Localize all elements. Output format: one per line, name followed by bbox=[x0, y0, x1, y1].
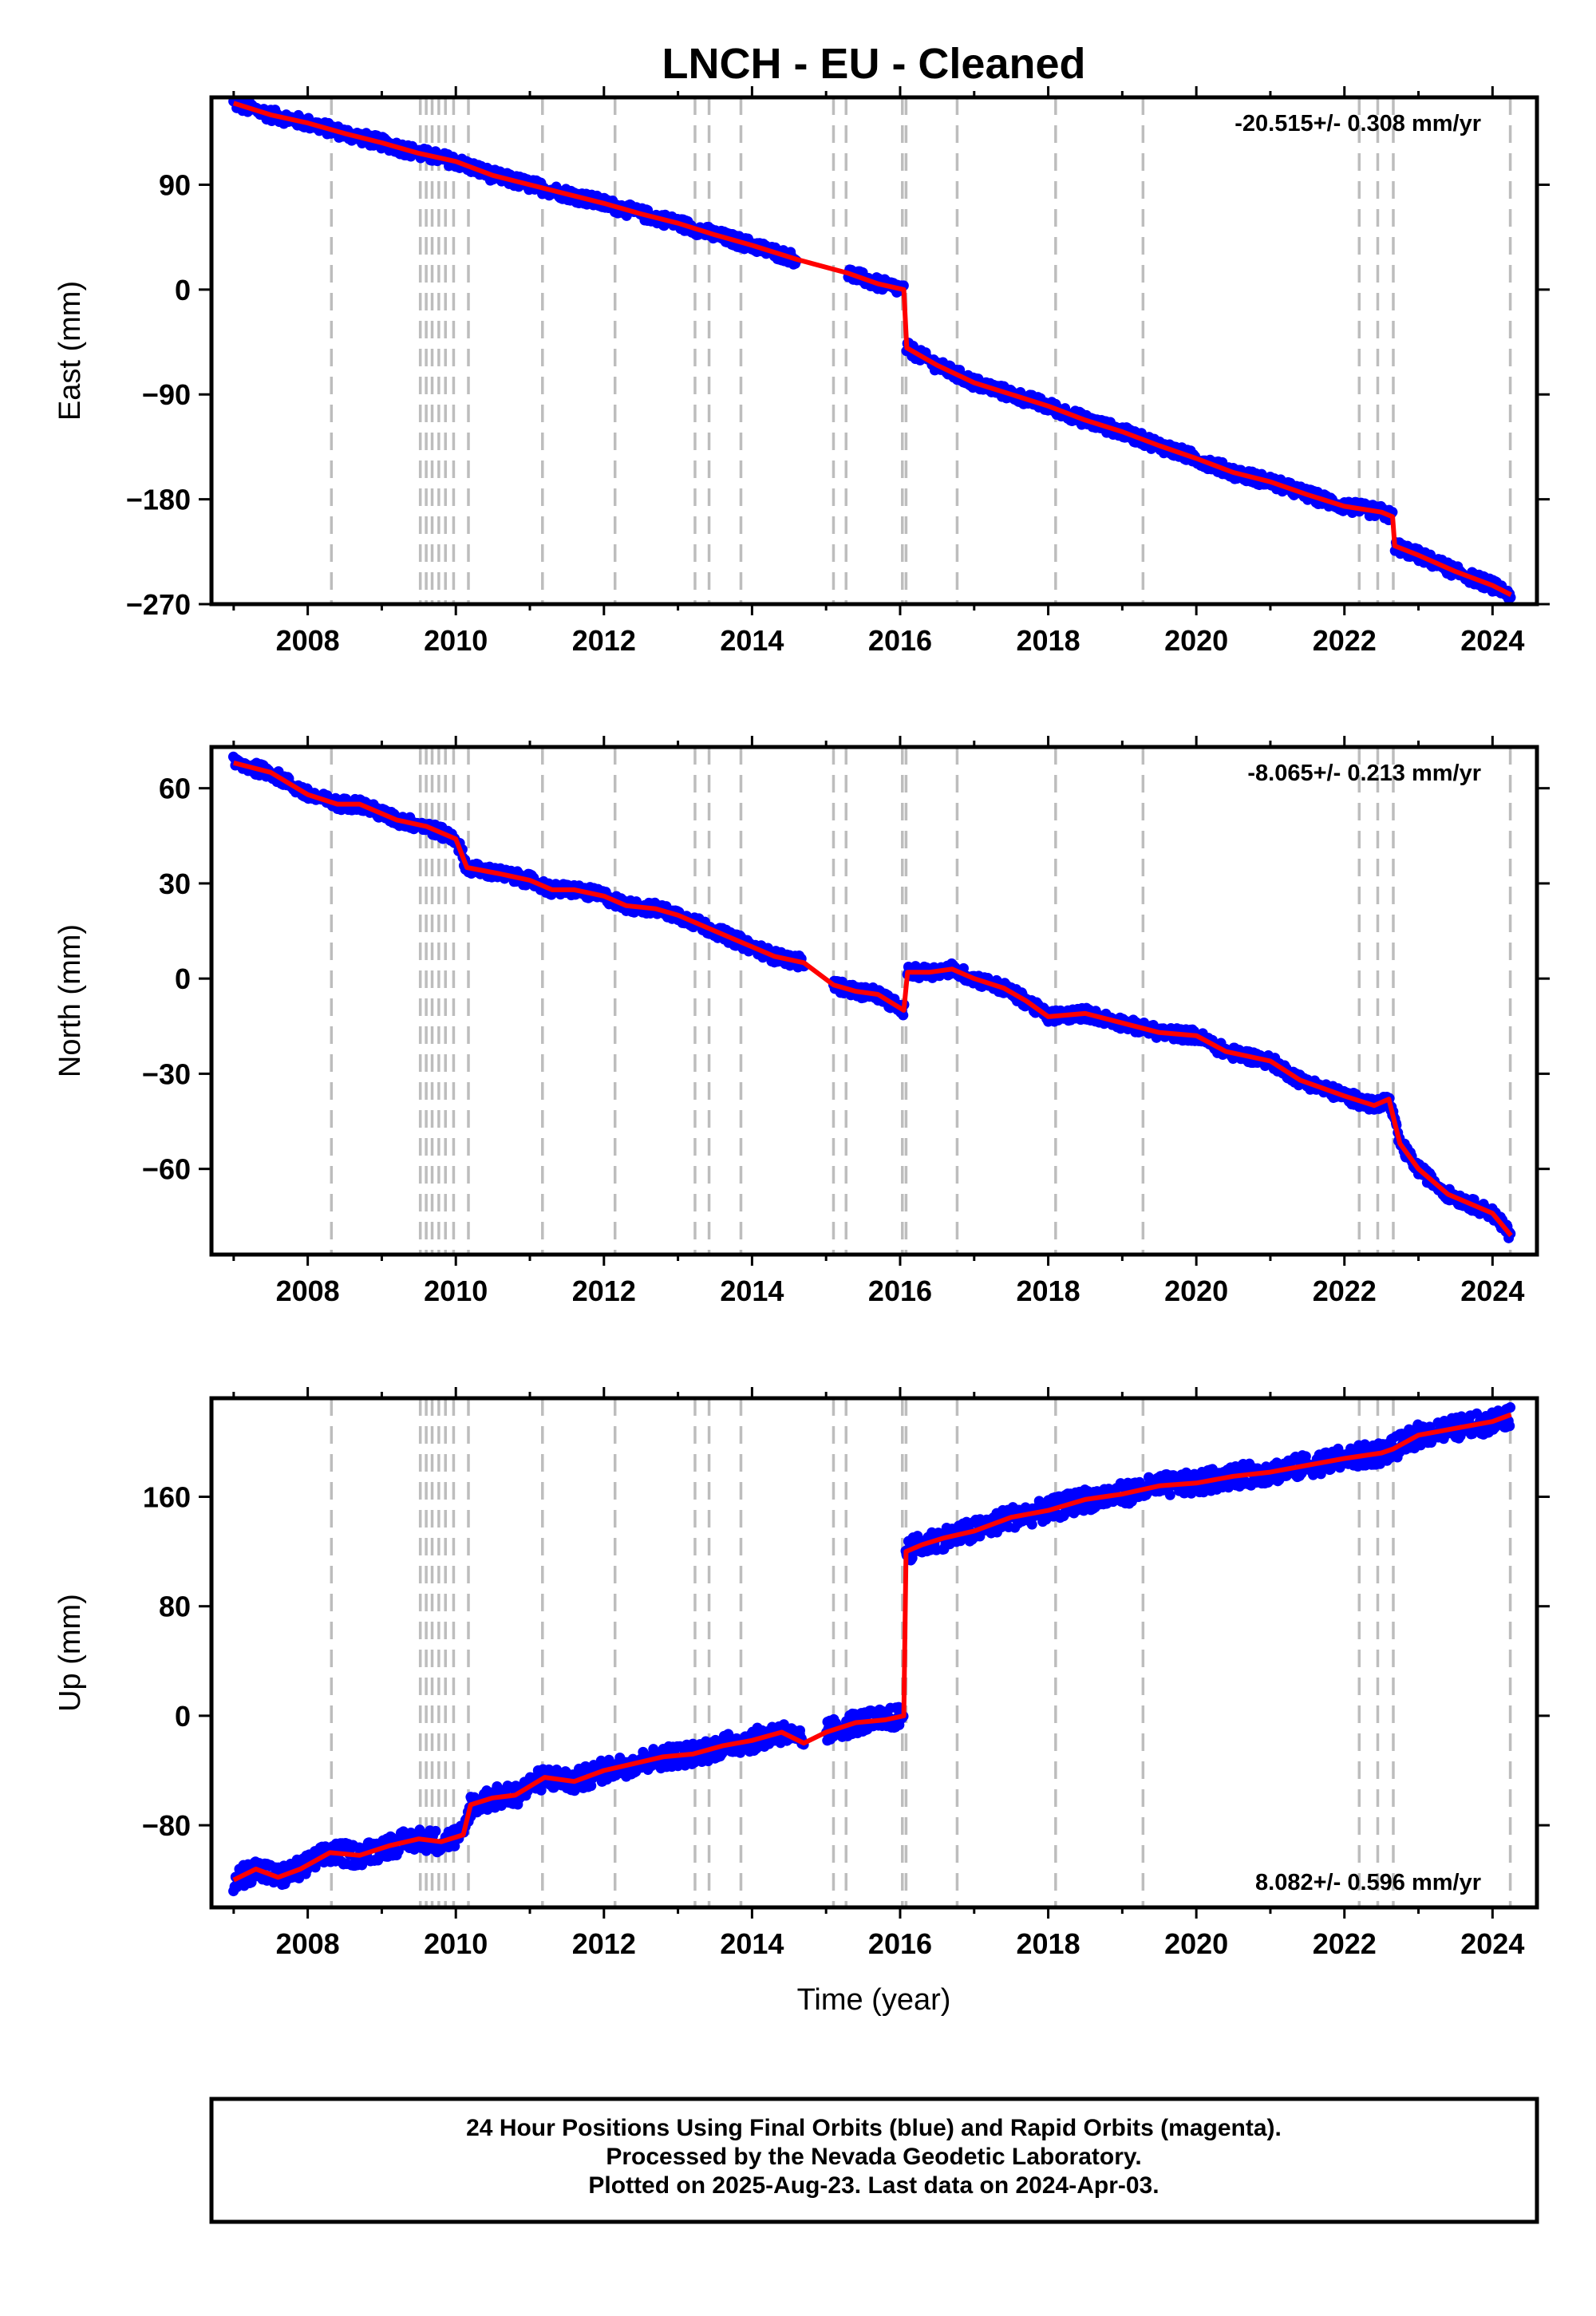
x-tick-label: 2016 bbox=[868, 1275, 932, 1307]
north-y-axis-label: North (mm) bbox=[53, 924, 87, 1077]
east-panel: 2008 2010 2012 2014 2016 2018 2020 2022 2024 90 0 −… bbox=[53, 86, 1550, 657]
y-tick-label: −180 bbox=[126, 484, 191, 516]
x-tick-label: 2012 bbox=[572, 624, 636, 657]
up-y-axis-label: Up (mm) bbox=[53, 1594, 87, 1712]
y-tick-label: 80 bbox=[159, 1591, 191, 1623]
y-tick-label: 0 bbox=[175, 1700, 191, 1733]
east-frame bbox=[209, 95, 1539, 607]
x-tick-label: 2016 bbox=[868, 1927, 932, 1960]
footer-line-2: Processed by the Nevada Geodetic Laborat… bbox=[606, 2144, 1141, 2170]
x-tick-label: 2018 bbox=[1017, 1927, 1080, 1960]
x-tick-label: 2024 bbox=[1460, 1927, 1524, 1960]
footer-line-1: 24 Hour Positions Using Final Orbits (bl… bbox=[466, 2115, 1282, 2141]
y-tick-label: 160 bbox=[143, 1480, 191, 1513]
up-data-point bbox=[1504, 1421, 1515, 1432]
north-data-point bbox=[898, 1010, 909, 1021]
x-tick-label: 2022 bbox=[1313, 1927, 1377, 1960]
x-tick-label: 2024 bbox=[1460, 624, 1524, 657]
x-tick-label: 2014 bbox=[720, 624, 784, 657]
y-tick-label: 90 bbox=[159, 168, 191, 201]
east-series bbox=[228, 96, 1516, 604]
x-tick-label: 2016 bbox=[868, 624, 932, 657]
x-tick-label: 2020 bbox=[1164, 1927, 1228, 1960]
x-tick-label: 2018 bbox=[1017, 624, 1080, 657]
x-tick-label: 2014 bbox=[720, 1927, 784, 1960]
x-tick-label: 2012 bbox=[572, 1275, 636, 1307]
north-rate-label: -8.065+/- 0.213 mm/yr bbox=[1247, 761, 1481, 786]
x-tick-label: 2010 bbox=[424, 1275, 488, 1307]
east-y-axis-label: East (mm) bbox=[53, 281, 87, 421]
up-data-point bbox=[430, 1825, 441, 1836]
y-tick-label: −60 bbox=[142, 1153, 191, 1186]
x-tick-label: 2020 bbox=[1164, 1275, 1228, 1307]
north-panel: 2008 2010 2012 2014 2016 2018 2020 2022 2024 60 30… bbox=[53, 736, 1550, 1307]
east-model-line bbox=[232, 101, 1512, 597]
y-tick-label: 60 bbox=[159, 773, 191, 805]
chart-title: LNCH - EU - Cleaned bbox=[662, 40, 1085, 88]
x-axis-label: Time (year) bbox=[797, 1983, 951, 2017]
x-tick-label: 2012 bbox=[572, 1927, 636, 1960]
x-tick-label: 2018 bbox=[1017, 1275, 1080, 1307]
x-tick-label: 2014 bbox=[720, 1275, 784, 1307]
y-tick-label: 0 bbox=[175, 962, 191, 995]
x-tick-label: 2008 bbox=[276, 1275, 340, 1307]
x-tick-label: 2008 bbox=[276, 1927, 340, 1960]
y-tick-label: −30 bbox=[142, 1057, 191, 1090]
footer-line-3: Plotted on 2025-Aug-23. Last data on 202… bbox=[588, 2172, 1159, 2199]
up-rate-label: 8.082+/- 0.596 mm/yr bbox=[1255, 1870, 1481, 1895]
y-tick-label: −270 bbox=[126, 588, 191, 621]
x-tick-label: 2010 bbox=[424, 624, 488, 657]
east-rate-label: -20.515+/- 0.308 mm/yr bbox=[1235, 111, 1481, 136]
x-tick-label: 2008 bbox=[276, 624, 340, 657]
north-series bbox=[227, 751, 1516, 1243]
x-tick-label: 2024 bbox=[1460, 1275, 1524, 1307]
x-tick-label: 2022 bbox=[1313, 624, 1377, 657]
y-tick-label: −90 bbox=[142, 378, 191, 411]
x-tick-label: 2020 bbox=[1164, 624, 1228, 657]
x-tick-label: 2010 bbox=[424, 1927, 488, 1960]
y-tick-label: −80 bbox=[142, 1809, 191, 1842]
y-tick-label: 30 bbox=[159, 868, 191, 900]
up-data-point bbox=[1164, 1489, 1175, 1500]
east-axes: 2008 2010 2012 2014 2016 2018 2020 2022 2024 90 0 −… bbox=[126, 86, 1550, 657]
y-tick-label: 0 bbox=[175, 274, 191, 306]
x-tick-label: 2022 bbox=[1313, 1275, 1377, 1307]
up-data-point bbox=[1505, 1402, 1516, 1413]
